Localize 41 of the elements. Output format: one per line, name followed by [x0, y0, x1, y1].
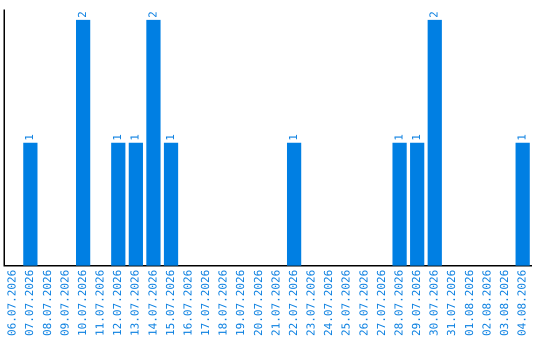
x-tick-label: 16.07.2026 [181, 270, 194, 336]
x-tick-label: 09.07.2026 [58, 270, 72, 336]
data-label: 1 [286, 134, 300, 141]
x-tick-label: 22.07.2026 [286, 270, 300, 336]
x-tick-label: 01.08.2026 [462, 270, 476, 336]
x-tick-label: 11.07.2026 [94, 270, 107, 336]
data-label: 1 [392, 134, 406, 141]
x-tick-label: 18.07.2026 [216, 270, 230, 336]
x-tick-label: 12.07.2026 [111, 270, 124, 336]
x-tick-label: 30.07.2026 [428, 270, 441, 336]
data-label: 2 [146, 11, 160, 18]
x-tick-label: 23.07.2026 [304, 270, 318, 336]
x-tick-label: 08.07.2026 [40, 270, 54, 336]
x-tick-label: 13.07.2026 [128, 270, 142, 336]
x-tick-label: 02.08.2026 [480, 270, 494, 336]
x-tick-label: 29.07.2026 [410, 270, 424, 336]
x-tick-label: 28.07.2026 [392, 270, 406, 336]
x-tick-label: 26.07.2026 [357, 270, 370, 336]
data-label: 2 [76, 11, 89, 18]
x-tick-label: 31.07.2026 [445, 270, 458, 336]
x-tick-label: 10.07.2026 [76, 270, 89, 336]
data-label: 1 [410, 134, 424, 141]
x-tick-label: 15.07.2026 [164, 270, 177, 336]
x-tick-label: 19.07.2026 [234, 270, 248, 336]
x-tick-label: 14.07.2026 [146, 270, 160, 336]
x-tick-label: 03.08.2026 [498, 270, 511, 336]
data-label: 1 [516, 134, 529, 141]
data-label: 1 [23, 134, 36, 141]
x-tick-label: 21.07.2026 [269, 270, 282, 336]
x-tick-label: 06.07.2026 [6, 270, 19, 336]
x-tick-label: 07.07.2026 [23, 270, 36, 336]
data-label: 1 [111, 134, 124, 141]
data-label: 1 [164, 134, 177, 141]
x-tick-label: 04.08.2026 [516, 270, 529, 336]
x-tick-label: 20.07.2026 [252, 270, 265, 336]
x-tick-label: 27.07.2026 [374, 270, 388, 336]
data-label: 2 [428, 11, 441, 18]
x-tick-label: 25.07.2026 [340, 270, 353, 336]
data-label: 1 [128, 134, 142, 141]
x-tick-label: 17.07.2026 [199, 270, 212, 336]
x-tick-label: 24.07.2026 [322, 270, 336, 336]
